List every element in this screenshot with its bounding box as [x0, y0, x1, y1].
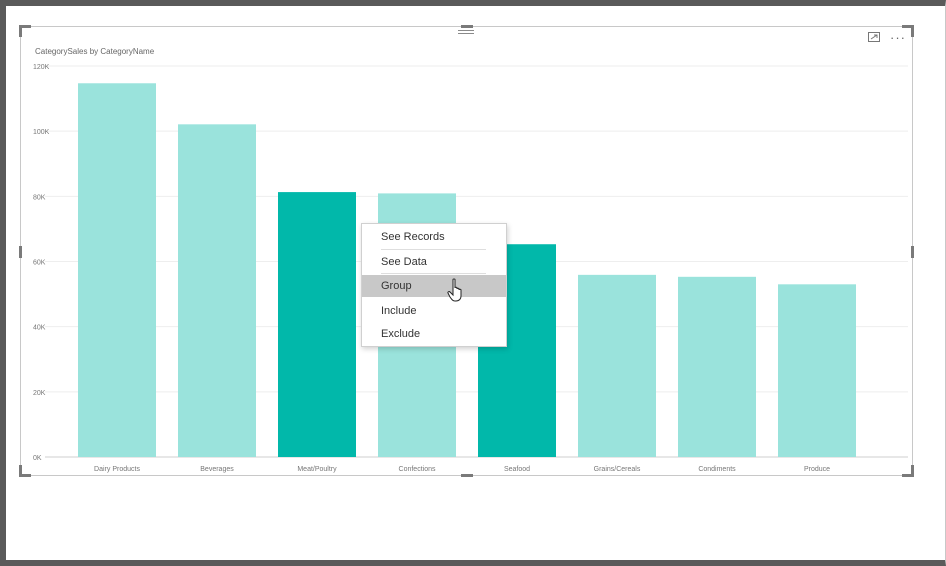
resize-handle-top-left[interactable] — [19, 25, 31, 37]
x-tick-label: Dairy Products — [94, 466, 140, 473]
menu-separator — [381, 273, 486, 274]
menu-item-group[interactable]: Group — [362, 275, 506, 297]
more-options-icon[interactable]: ··· — [890, 30, 906, 45]
y-tick-label: 0K — [33, 455, 42, 462]
chart-title: CategorySales by CategoryName — [35, 47, 155, 56]
menu-item-exclude[interactable]: Exclude — [381, 328, 421, 340]
menu-item-include[interactable]: Include — [381, 305, 417, 317]
y-tick-label: 100K — [33, 129, 50, 136]
menu-item-see-data[interactable]: See Data — [381, 256, 427, 268]
bar-grains-cereals[interactable] — [578, 274, 656, 457]
x-tick-label: Confections — [399, 466, 436, 473]
resize-handle-bottom-right[interactable] — [902, 465, 914, 477]
bar-condiments[interactable] — [678, 276, 756, 457]
resize-handle-left[interactable] — [19, 246, 22, 258]
drag-grip-icon[interactable] — [458, 30, 474, 38]
x-tick-label: Grains/Cereals — [594, 466, 641, 473]
menu-item-see-records[interactable]: See Records — [381, 231, 445, 243]
y-tick-label: 40K — [33, 325, 46, 332]
resize-handle-bottom[interactable] — [461, 474, 473, 477]
hand-pointer-icon — [447, 278, 465, 302]
resize-handle-bottom-left[interactable] — [19, 465, 31, 477]
menu-separator — [381, 249, 486, 250]
resize-handle-top-right[interactable] — [902, 25, 914, 37]
x-tick-label: Seafood — [504, 466, 530, 473]
y-tick-label: 80K — [33, 194, 46, 201]
resize-handle-right[interactable] — [911, 246, 914, 258]
x-tick-label: Meat/Poultry — [297, 466, 337, 473]
x-tick-label: Produce — [804, 466, 830, 473]
bar-produce[interactable] — [778, 284, 856, 457]
y-tick-label: 60K — [33, 260, 46, 267]
context-menu: See Records See Data Group Include Exclu… — [361, 223, 507, 347]
x-tick-label: Condiments — [698, 466, 736, 473]
bar-dairy-products[interactable] — [78, 83, 156, 457]
bar-beverages[interactable] — [178, 124, 256, 458]
y-tick-label: 120K — [33, 64, 50, 71]
focus-mode-icon[interactable] — [867, 31, 880, 45]
resize-handle-top[interactable] — [461, 25, 473, 28]
y-tick-label: 20K — [33, 390, 46, 397]
x-tick-label: Beverages — [200, 466, 234, 473]
bar-meat-poultry[interactable] — [278, 192, 356, 457]
